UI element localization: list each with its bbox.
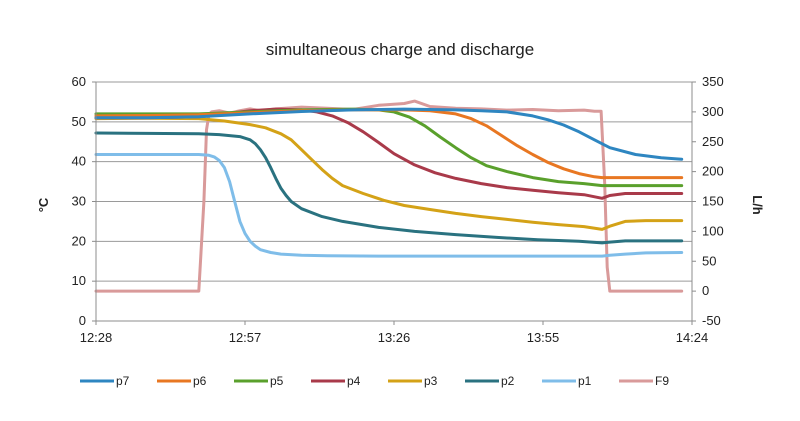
y2-tick-label-200: 200 bbox=[702, 164, 724, 179]
y-tick-label-60: 60 bbox=[72, 74, 86, 89]
legend-label-p1: p1 bbox=[578, 374, 592, 388]
y-tick-label-20: 20 bbox=[72, 233, 86, 248]
x-tick-label-12:57: 12:57 bbox=[229, 330, 262, 345]
axes: 0 10 20 30 40 50 60 -50 0 50 100 150 200 250 300 350 12:… bbox=[72, 74, 724, 345]
x-tick-label-13:26: 13:26 bbox=[378, 330, 411, 345]
series-line-p3 bbox=[94, 116, 684, 231]
x-tick-label-14:24: 14:24 bbox=[676, 330, 709, 345]
y-tick-label-0: 0 bbox=[79, 313, 86, 328]
series-line-p5 bbox=[94, 107, 684, 188]
y2-axis-label: L/h bbox=[750, 195, 765, 215]
y2-tick-label-250: 250 bbox=[702, 134, 724, 149]
series-layer bbox=[94, 99, 684, 293]
y2-tick-label-300: 300 bbox=[702, 104, 724, 119]
legend-label-p5: p5 bbox=[270, 374, 284, 388]
series-line-F9 bbox=[94, 99, 684, 293]
legend-item-p7: p7 bbox=[80, 374, 130, 388]
legend-label-p3: p3 bbox=[424, 374, 438, 388]
legend-item-p2: p2 bbox=[465, 374, 515, 388]
series-line-p6 bbox=[94, 108, 684, 180]
x-tick-label-12:28: 12:28 bbox=[80, 330, 113, 345]
y2-tick-label-0: 0 bbox=[702, 283, 709, 298]
x-tick-label-13:55: 13:55 bbox=[527, 330, 560, 345]
chart-title: simultaneous charge and discharge bbox=[266, 40, 534, 59]
legend-item-p4: p4 bbox=[311, 374, 361, 388]
y2-tick-label--50: -50 bbox=[702, 313, 721, 328]
gridlines bbox=[96, 81, 692, 322]
legend-label-p6: p6 bbox=[193, 374, 207, 388]
legend-label-p2: p2 bbox=[501, 374, 515, 388]
y2-tick-label-100: 100 bbox=[702, 223, 724, 238]
legend-item-p3: p3 bbox=[388, 374, 438, 388]
y-tick-label-40: 40 bbox=[72, 154, 86, 169]
legend: p7 p6 p5 p4 p3 p2 p1 F9 bbox=[80, 374, 669, 388]
y2-tick-label-350: 350 bbox=[702, 74, 724, 89]
legend-label-p4: p4 bbox=[347, 374, 361, 388]
y-axis-label: °C bbox=[36, 197, 51, 212]
series-line-p7 bbox=[94, 107, 684, 161]
legend-item-p6: p6 bbox=[157, 374, 207, 388]
legend-label-p7: p7 bbox=[116, 374, 130, 388]
y2-tick-label-150: 150 bbox=[702, 194, 724, 209]
legend-item-p1: p1 bbox=[542, 374, 592, 388]
y-tick-label-30: 30 bbox=[72, 194, 86, 209]
y2-tick-label-50: 50 bbox=[702, 253, 716, 268]
series-line-p2 bbox=[94, 131, 684, 245]
legend-label-F9: F9 bbox=[655, 374, 669, 388]
y-tick-label-10: 10 bbox=[72, 273, 86, 288]
legend-item-F9: F9 bbox=[619, 374, 669, 388]
legend-item-p5: p5 bbox=[234, 374, 284, 388]
y-tick-label-50: 50 bbox=[72, 114, 86, 129]
series-line-p1 bbox=[94, 153, 684, 258]
